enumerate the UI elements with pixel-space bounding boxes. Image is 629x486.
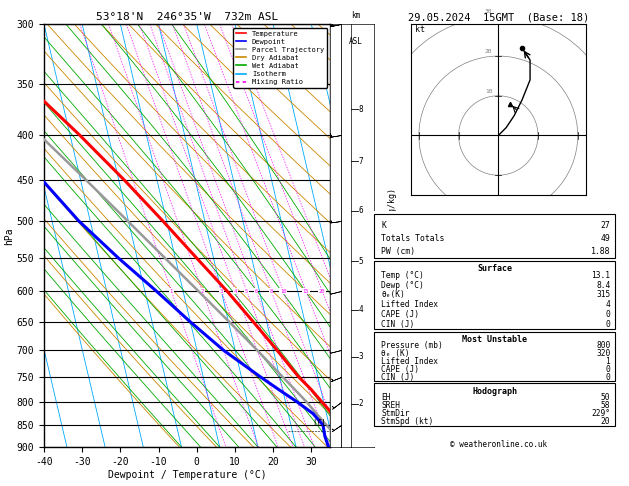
Text: Lifted Index: Lifted Index xyxy=(381,357,438,365)
Text: 4: 4 xyxy=(606,300,610,309)
Text: CIN (J): CIN (J) xyxy=(381,373,415,382)
Text: 315: 315 xyxy=(596,290,610,299)
Text: Temp (°C): Temp (°C) xyxy=(381,271,424,279)
Text: 0: 0 xyxy=(606,373,610,382)
Text: LCL: LCL xyxy=(313,418,326,428)
Text: PW (cm): PW (cm) xyxy=(381,247,416,256)
X-axis label: Dewpoint / Temperature (°C): Dewpoint / Temperature (°C) xyxy=(108,469,267,480)
Bar xyxy=(374,331,615,381)
Bar xyxy=(374,261,615,329)
Text: Most Unstable: Most Unstable xyxy=(462,335,527,344)
Text: 10: 10 xyxy=(280,289,286,294)
Text: 13.1: 13.1 xyxy=(591,271,610,279)
Text: 800: 800 xyxy=(596,341,610,349)
Text: Dewp (°C): Dewp (°C) xyxy=(381,280,424,290)
Text: Pressure (mb): Pressure (mb) xyxy=(381,341,443,349)
Text: kt: kt xyxy=(415,25,425,34)
Text: km: km xyxy=(351,11,360,20)
Text: Hodograph: Hodograph xyxy=(472,387,517,396)
Text: 58: 58 xyxy=(601,401,610,410)
Text: SREH: SREH xyxy=(381,401,400,410)
Text: 6: 6 xyxy=(255,289,258,294)
Text: 49: 49 xyxy=(601,234,610,243)
Text: 5: 5 xyxy=(359,257,364,265)
Text: θₑ(K): θₑ(K) xyxy=(381,290,405,299)
Text: 15: 15 xyxy=(303,289,309,294)
Y-axis label: hPa: hPa xyxy=(4,227,14,244)
Text: K: K xyxy=(381,221,386,229)
Text: Totals Totals: Totals Totals xyxy=(381,234,445,243)
Title: 29.05.2024  15GMT  (Base: 18): 29.05.2024 15GMT (Base: 18) xyxy=(408,12,589,22)
Text: 5: 5 xyxy=(245,289,248,294)
Text: 229°: 229° xyxy=(591,409,610,418)
Text: 3: 3 xyxy=(359,352,364,362)
Text: StmSpd (kt): StmSpd (kt) xyxy=(381,417,433,426)
Text: 6: 6 xyxy=(359,206,364,215)
Text: 27: 27 xyxy=(601,221,610,229)
Text: ASL: ASL xyxy=(348,37,362,46)
Text: 320: 320 xyxy=(596,348,610,358)
Title: 53°18'N  246°35'W  732m ASL: 53°18'N 246°35'W 732m ASL xyxy=(96,12,279,22)
Text: 4: 4 xyxy=(359,305,364,314)
Text: 1: 1 xyxy=(170,289,173,294)
Text: © weatheronline.co.uk: © weatheronline.co.uk xyxy=(450,440,547,449)
Text: 3: 3 xyxy=(220,289,223,294)
Bar xyxy=(374,383,615,426)
Text: 7: 7 xyxy=(359,156,364,166)
Text: 1: 1 xyxy=(606,357,610,365)
Text: 20: 20 xyxy=(485,49,493,54)
Text: 8: 8 xyxy=(270,289,273,294)
Legend: Temperature, Dewpoint, Parcel Trajectory, Dry Adiabat, Wet Adiabat, Isotherm, Mi: Temperature, Dewpoint, Parcel Trajectory… xyxy=(233,28,327,88)
Text: 8: 8 xyxy=(359,104,364,114)
Text: 20: 20 xyxy=(319,289,326,294)
Text: Mixing Ratio (g/kg): Mixing Ratio (g/kg) xyxy=(388,188,397,283)
Text: Lifted Index: Lifted Index xyxy=(381,300,438,309)
Text: 0: 0 xyxy=(606,320,610,329)
Text: Surface: Surface xyxy=(477,264,512,273)
Text: 2: 2 xyxy=(359,399,364,408)
Text: CAPE (J): CAPE (J) xyxy=(381,364,420,374)
Text: EH: EH xyxy=(381,393,391,401)
Text: StmDir: StmDir xyxy=(381,409,410,418)
Text: CAPE (J): CAPE (J) xyxy=(381,310,420,319)
Text: CIN (J): CIN (J) xyxy=(381,320,415,329)
Text: 8.4: 8.4 xyxy=(596,280,610,290)
Bar xyxy=(374,214,615,259)
Text: 0: 0 xyxy=(606,310,610,319)
Text: 20: 20 xyxy=(601,417,610,426)
Text: 50: 50 xyxy=(601,393,610,401)
Text: 1.88: 1.88 xyxy=(591,247,610,256)
Text: 2: 2 xyxy=(201,289,204,294)
Text: 0: 0 xyxy=(606,364,610,374)
Text: 4: 4 xyxy=(234,289,237,294)
Text: 10: 10 xyxy=(485,89,493,94)
Text: 30: 30 xyxy=(485,9,493,15)
Text: θₑ (K): θₑ (K) xyxy=(381,348,410,358)
